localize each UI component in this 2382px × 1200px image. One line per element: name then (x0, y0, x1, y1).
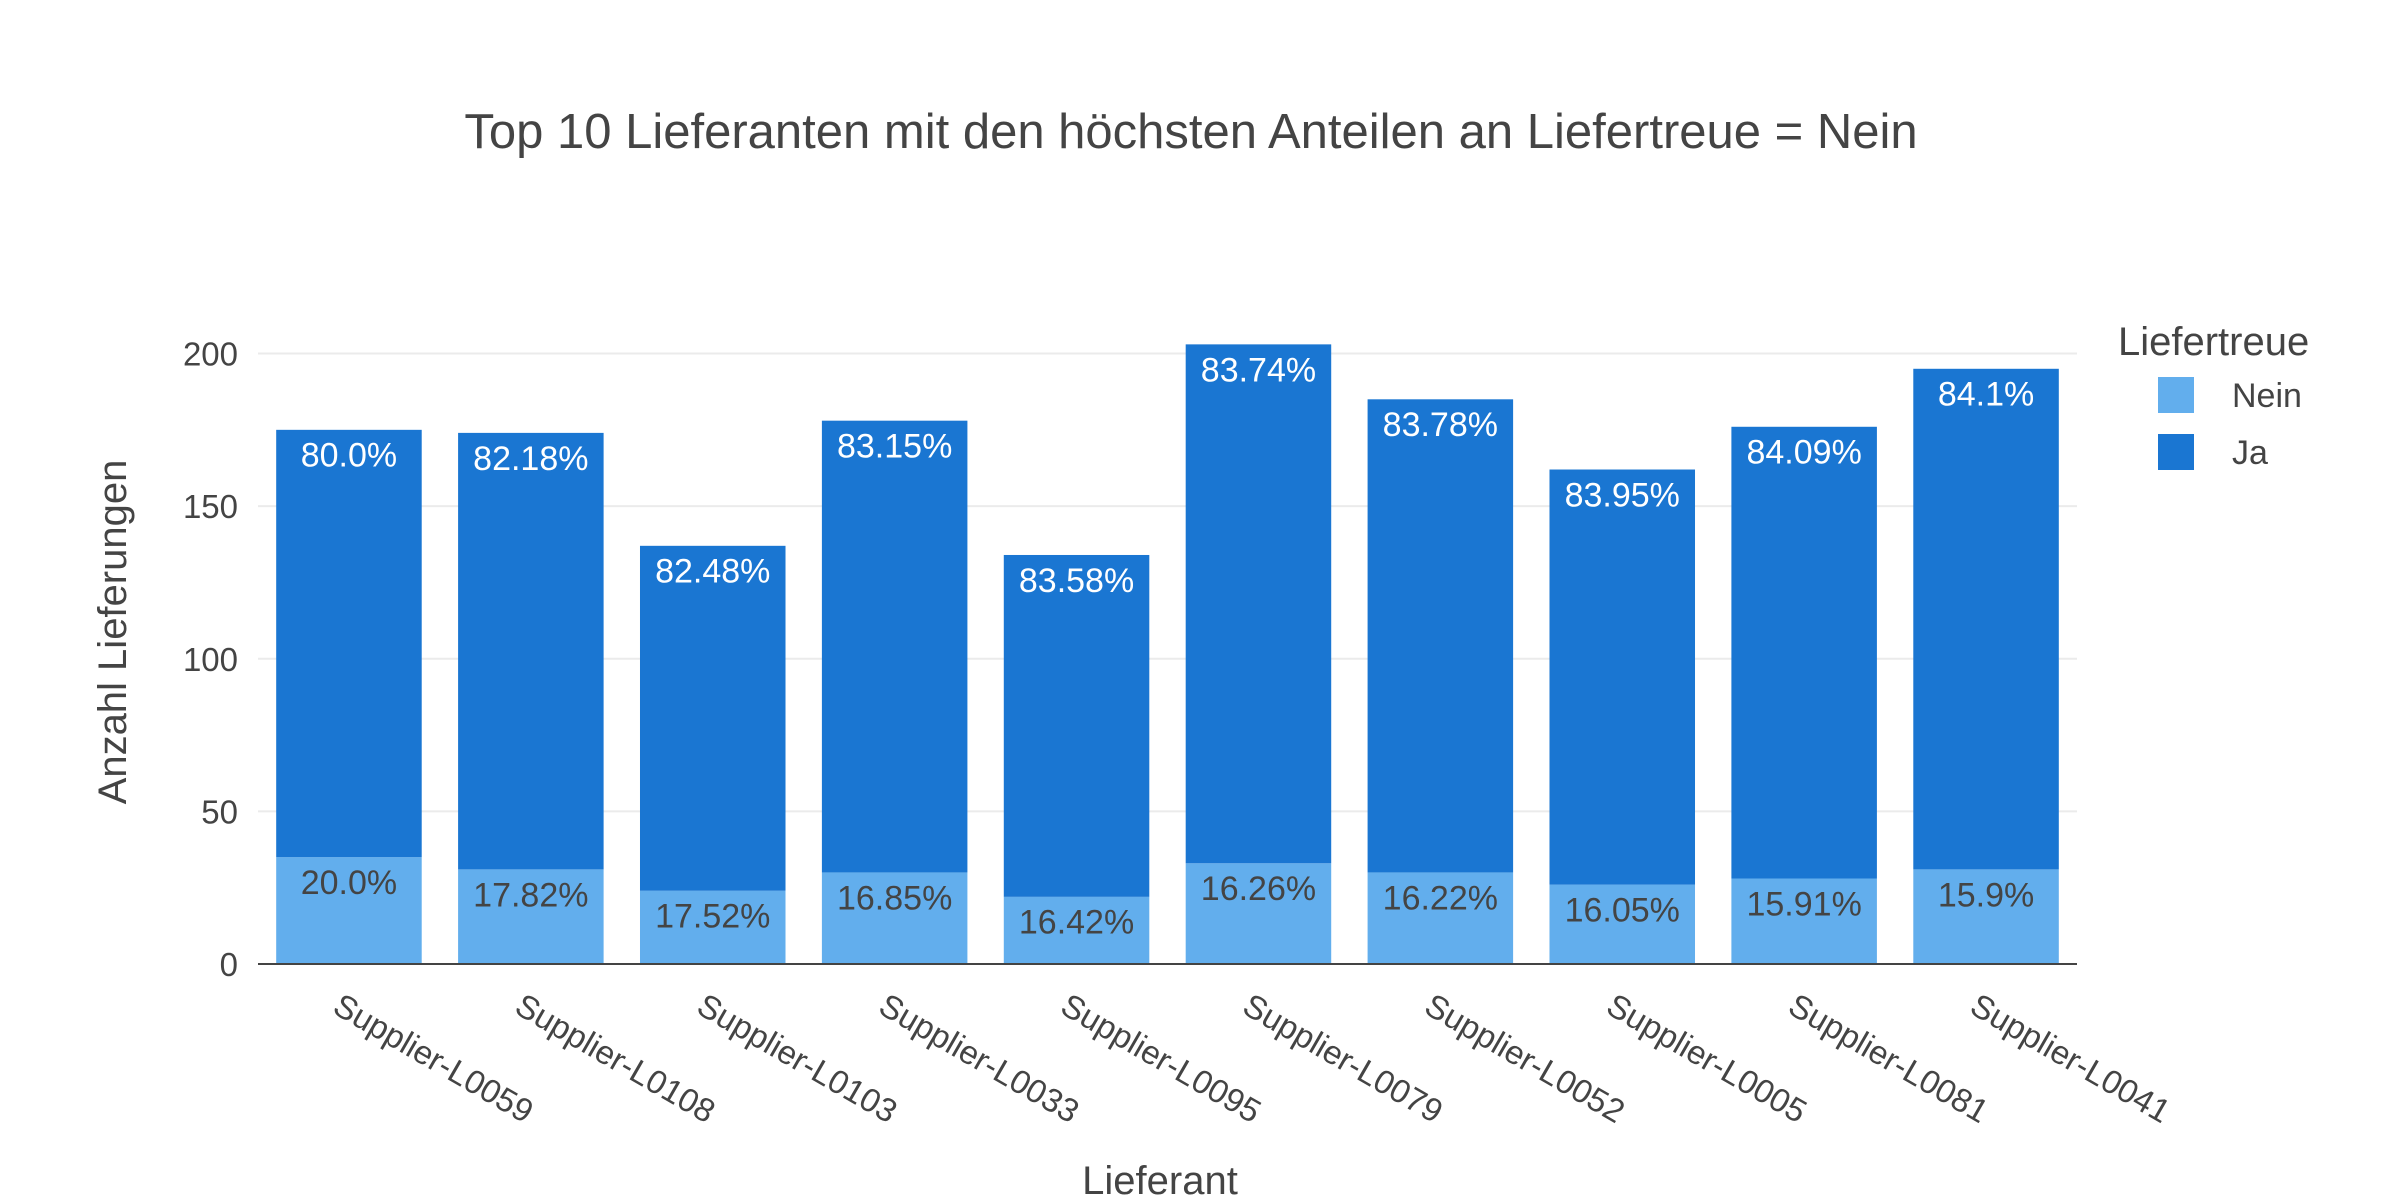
bar-label: 15.9% (1938, 876, 2034, 914)
bar-ja (1549, 469, 1696, 885)
x-axis-ticks: Supplier-L0059Supplier-L0108Supplier-L01… (327, 986, 2176, 1130)
bar-label: 82.48% (655, 553, 770, 591)
bar-label: 82.18% (473, 440, 588, 478)
bar-nein (1549, 884, 1696, 964)
x-tick-label: Supplier-L0005 (1601, 986, 1813, 1130)
bar-label: 83.58% (1019, 562, 1134, 600)
bars (276, 344, 2059, 964)
bar-label: 16.42% (1019, 904, 1134, 942)
bar-nein (1367, 872, 1514, 964)
bar-nein (1731, 878, 1877, 964)
bar-label: 84.09% (1746, 434, 1861, 472)
bar-nein (1185, 863, 1332, 964)
bar-nein (821, 872, 968, 964)
x-axis-title: Lieferant (1082, 1159, 1238, 1200)
bar-label: 16.85% (837, 879, 952, 917)
y-axis-ticks: 0 50 100 150 200 (183, 336, 238, 983)
legend-swatch-nein (2158, 377, 2194, 413)
bar-label: 16.05% (1565, 892, 1680, 930)
x-tick-label: Supplier-L0095 (1055, 986, 1267, 1130)
bar-ja (1367, 399, 1514, 873)
bar-ja (821, 420, 968, 873)
bar-labels: 20.0% 17.82% 17.52% 16.85% 16.42% 16.26% 16.22… (301, 351, 2035, 941)
bar-label: 16.26% (1201, 870, 1316, 908)
bar-label: 83.95% (1565, 476, 1680, 514)
bar-ja (276, 429, 422, 858)
legend-label: Nein (2232, 377, 2302, 415)
y-tick-label: 100 (183, 641, 238, 678)
bar-label: 80.0% (301, 437, 397, 475)
bar-label: 83.15% (837, 428, 952, 466)
x-tick-label: Supplier-L0033 (873, 986, 1085, 1130)
bar-label: 83.78% (1383, 406, 1498, 444)
bar-label: 16.22% (1383, 879, 1498, 917)
y-tick-label: 50 (201, 793, 238, 830)
x-tick-label: Supplier-L0081 (1783, 986, 1995, 1130)
bar-label: 20.0% (301, 864, 397, 902)
y-axis-title: Anzahl Lieferungen (91, 460, 135, 805)
bar-nein (276, 857, 422, 964)
bar-nein (639, 890, 786, 964)
legend-items: Nein Ja (2158, 377, 2302, 472)
bar-label: 17.82% (473, 876, 588, 914)
legend: Liefertreue Nein Ja (2118, 320, 2309, 472)
y-tick-label: 150 (183, 488, 238, 525)
bar-label: 15.91% (1746, 885, 1861, 923)
bar-ja (1003, 554, 1150, 897)
bar-label: 84.1% (1938, 376, 2034, 414)
x-tick-label: Supplier-L0041 (1965, 986, 2177, 1130)
bar-ja (1185, 344, 1332, 864)
legend-swatch-ja (2158, 434, 2194, 470)
bar-label: 83.74% (1201, 351, 1316, 389)
x-tick-label: Supplier-L0108 (509, 986, 721, 1130)
bar-ja (1731, 426, 1877, 879)
y-tick-label: 200 (183, 336, 238, 373)
bar-label: 17.52% (655, 898, 770, 936)
x-tick-label: Supplier-L0103 (691, 986, 903, 1130)
y-tick-label: 0 (220, 946, 238, 983)
legend-title: Liefertreue (2118, 320, 2309, 364)
x-tick-label: Supplier-L0059 (327, 986, 539, 1130)
x-tick-label: Supplier-L0052 (1419, 986, 1631, 1130)
legend-label: Ja (2232, 434, 2268, 472)
bar-nein (1913, 869, 2059, 964)
chart-title: Top 10 Lieferanten mit den höchsten Ante… (464, 105, 1917, 159)
bar-ja (639, 545, 786, 891)
bar-nein (458, 869, 604, 964)
x-tick-label: Supplier-L0079 (1237, 986, 1449, 1130)
bar-ja (458, 432, 604, 870)
bar-nein (1003, 896, 1150, 964)
bar-ja (1913, 368, 2059, 870)
